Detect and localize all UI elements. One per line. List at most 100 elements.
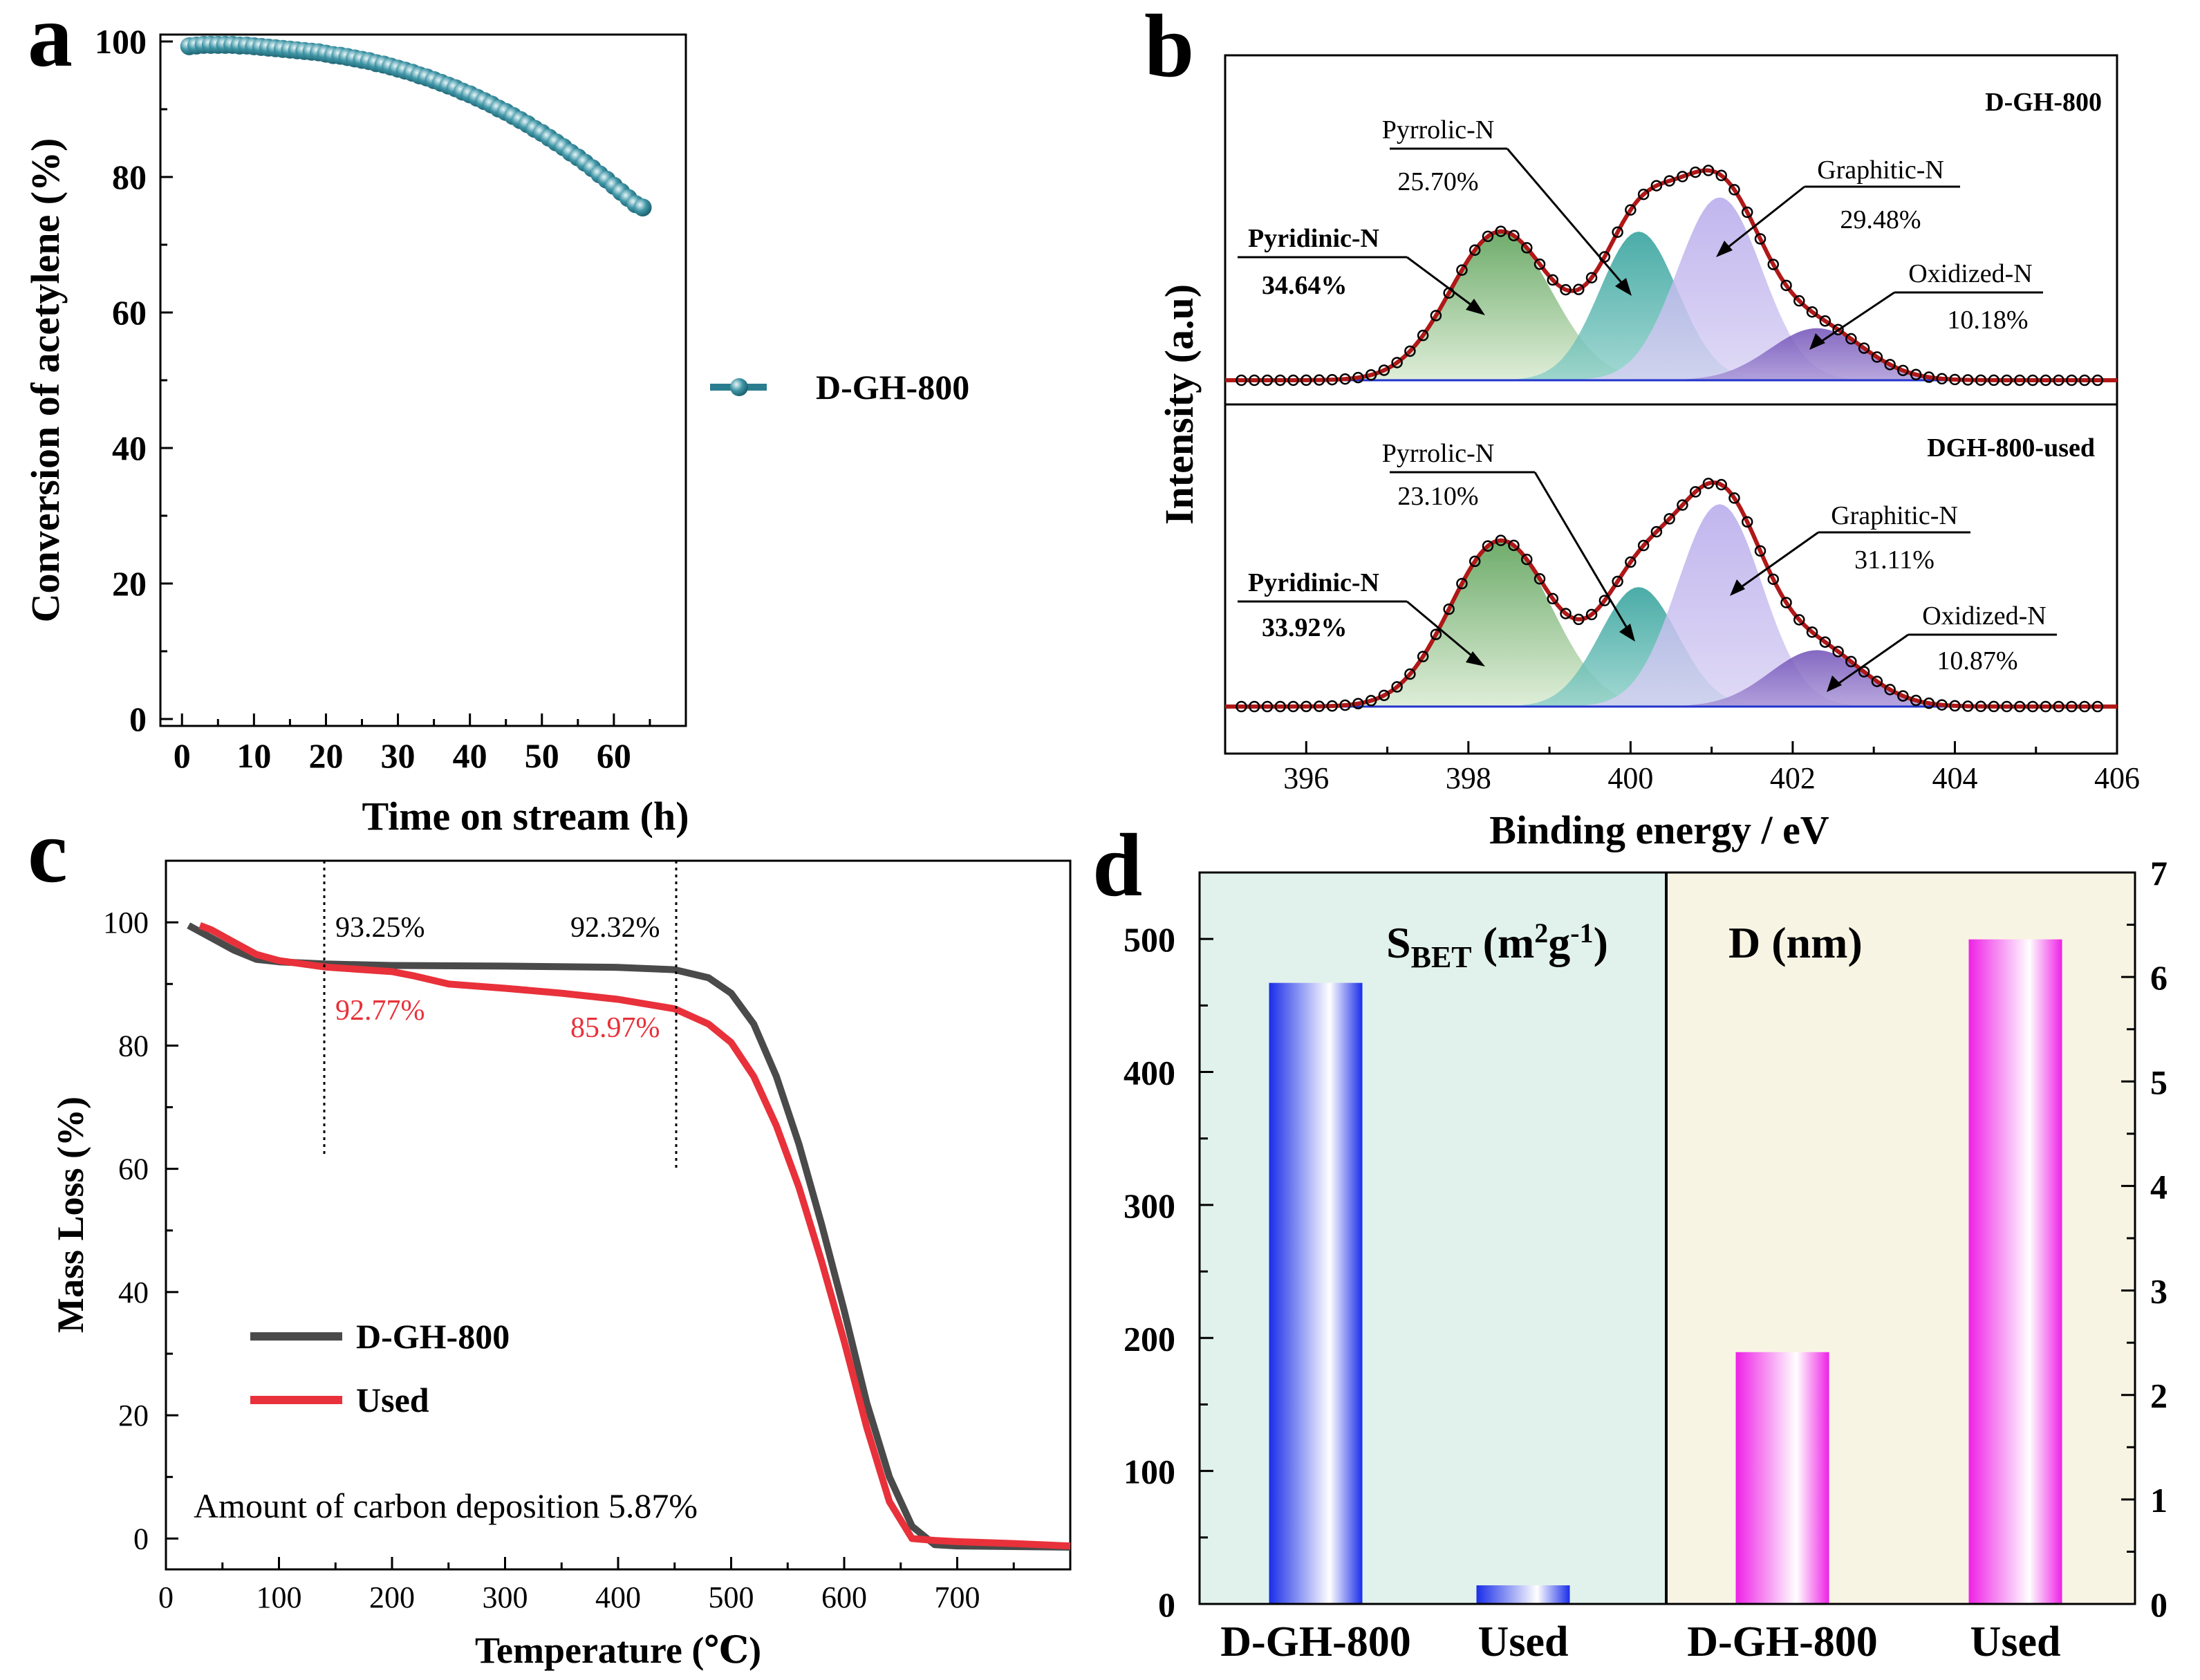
- raw-data-point: [1547, 274, 1559, 286]
- panel-c-xlabel: Temperature (℃): [475, 1630, 761, 1671]
- y-tick-label: 0: [133, 1522, 149, 1556]
- panel-label-c: c: [28, 802, 68, 902]
- raw-data-point: [1975, 374, 1987, 386]
- y-tick-label-right: 0: [2150, 1585, 2168, 1624]
- raw-data-point: [1598, 595, 1611, 606]
- panel-b-bottom-leaders: [1238, 471, 2057, 689]
- x-tick-label: 0: [174, 736, 191, 775]
- raw-data-point: [1521, 553, 1533, 566]
- fit-envelope: [1225, 480, 2117, 709]
- raw-data-point: [1236, 374, 1247, 386]
- raw-data-point: [1625, 556, 1637, 568]
- x-tick-label: 400: [1607, 761, 1653, 795]
- legend-label-used-c: Used: [356, 1381, 429, 1419]
- label-pyridinic-top: Pyridinic-N: [1248, 224, 1379, 253]
- x-tick-label: 400: [595, 1580, 641, 1614]
- raw-data-point: [1482, 230, 1494, 243]
- raw-data-point: [1287, 374, 1299, 386]
- legend-label-d-gh-800: D-GH-800: [816, 368, 969, 407]
- panel-b-top-title: D-GH-800: [1985, 88, 2102, 117]
- y-tick-label: 60: [118, 1152, 149, 1186]
- raw-data-point: [1274, 374, 1286, 386]
- panel-d: d D-GH-800 Used D-GH-800 Used 0100200300400…: [1092, 816, 2168, 1665]
- raw-data-point: [1573, 613, 1585, 626]
- raw-data-point: [1430, 628, 1442, 640]
- panel-a-axes: 0 10 20 30 40 50 60 0 20 40 60 80 100: [95, 22, 651, 775]
- raw-data-point: [1663, 175, 1675, 187]
- raw-data-point: [1456, 577, 1468, 590]
- raw-data-point: [1949, 700, 1961, 712]
- x-tick-label: 10: [236, 736, 271, 775]
- raw-data-point: [2078, 700, 2091, 713]
- raw-data-point: [1301, 700, 1312, 713]
- panel-c-series: [187, 922, 1071, 1551]
- raw-data-point: [1404, 345, 1416, 357]
- raw-data-point: [1793, 614, 1805, 626]
- raw-data-point: [1443, 603, 1455, 615]
- raw-data-point: [1456, 264, 1468, 276]
- raw-data-point: [1754, 233, 1766, 245]
- peak-pyridinic-n: [1225, 541, 2117, 707]
- raw-data-point: [1871, 675, 1883, 687]
- label-93-25: 93.25%: [335, 912, 425, 944]
- panel-label-b: b: [1144, 0, 1194, 96]
- x-tick-label: 500: [709, 1580, 754, 1614]
- panel-a-ylabel: Conversion of acetylene (%): [23, 138, 68, 623]
- y-tick-label: 40: [112, 429, 147, 467]
- raw-data-point: [1417, 329, 1429, 342]
- raw-data-point: [1741, 206, 1753, 218]
- data-point: [633, 198, 652, 217]
- raw-data-point: [1780, 279, 1792, 292]
- y-tick-label-right: 7: [2150, 854, 2168, 893]
- y-tick-label-left: 100: [1124, 1453, 1175, 1491]
- raw-data-point: [1482, 540, 1494, 552]
- raw-data-point: [1767, 259, 1780, 270]
- raw-data-point: [1585, 272, 1598, 283]
- x-tick-label: 402: [1770, 761, 1816, 795]
- x-tick-label: 50: [525, 736, 559, 775]
- raw-data-point: [1754, 545, 1766, 557]
- value-graphitic-top: 29.48%: [1840, 205, 1921, 234]
- label-graphitic-top: Graphitic-N: [1817, 156, 1944, 185]
- y-tick-label: 60: [112, 293, 147, 332]
- raw-data-point: [1650, 525, 1663, 538]
- raw-data-point: [2091, 374, 2104, 386]
- value-pyridinic-bottom: 33.92%: [1262, 613, 1348, 642]
- value-oxidized-bottom: 10.87%: [1937, 646, 2017, 675]
- raw-data-point: [1495, 534, 1507, 546]
- label-pyrrolic-bottom: Pyrrolic-N: [1382, 439, 1495, 468]
- raw-data-point: [2014, 374, 2026, 386]
- panel-a: a 0 10 20 30 40 50 60 0 20 40 60 80 100 D-GH-800 Tim…: [23, 0, 969, 839]
- raw-data-point: [1547, 592, 1559, 605]
- panel-b-subplot-bottom: [1225, 477, 2117, 713]
- x-tick-label: 30: [381, 736, 416, 775]
- raw-data-point: [1715, 169, 1727, 181]
- raw-data-point: [1573, 283, 1585, 295]
- raw-data-point: [1534, 573, 1546, 585]
- raw-data-point: [1417, 651, 1429, 662]
- x-tick-label: 300: [483, 1580, 528, 1614]
- panel-d-bars: D-GH-800 Used D-GH-800 Used: [1220, 939, 2062, 1665]
- x-tick-label: 60: [597, 736, 631, 775]
- raw-data-point: [2001, 700, 2013, 713]
- raw-data-point: [1625, 204, 1637, 216]
- bar-sbet-used: [1476, 1585, 1570, 1604]
- panel-c-ylabel: Mass Loss (%): [50, 1096, 91, 1333]
- x-tick-label: 406: [2094, 761, 2140, 795]
- raw-data-point: [2091, 700, 2104, 713]
- panel-label-a: a: [28, 0, 73, 86]
- raw-data-point: [1261, 700, 1274, 713]
- raw-data-point: [1910, 694, 1922, 707]
- raw-data-point: [1858, 342, 1870, 354]
- x-category-label: D-GH-800: [1687, 1618, 1878, 1665]
- raw-data-point: [1637, 539, 1650, 552]
- panel-c-marker-lines: [323, 861, 678, 1172]
- raw-data-point: [1313, 700, 1325, 712]
- panel-b-top-leaders: [1238, 147, 2043, 347]
- raw-data-point: [2066, 374, 2078, 386]
- y-tick-label-left: 300: [1124, 1186, 1175, 1225]
- x-category-label: D-GH-800: [1220, 1618, 1411, 1665]
- raw-data-point: [1897, 364, 1909, 377]
- y-tick-label-right: 5: [2150, 1063, 2168, 1101]
